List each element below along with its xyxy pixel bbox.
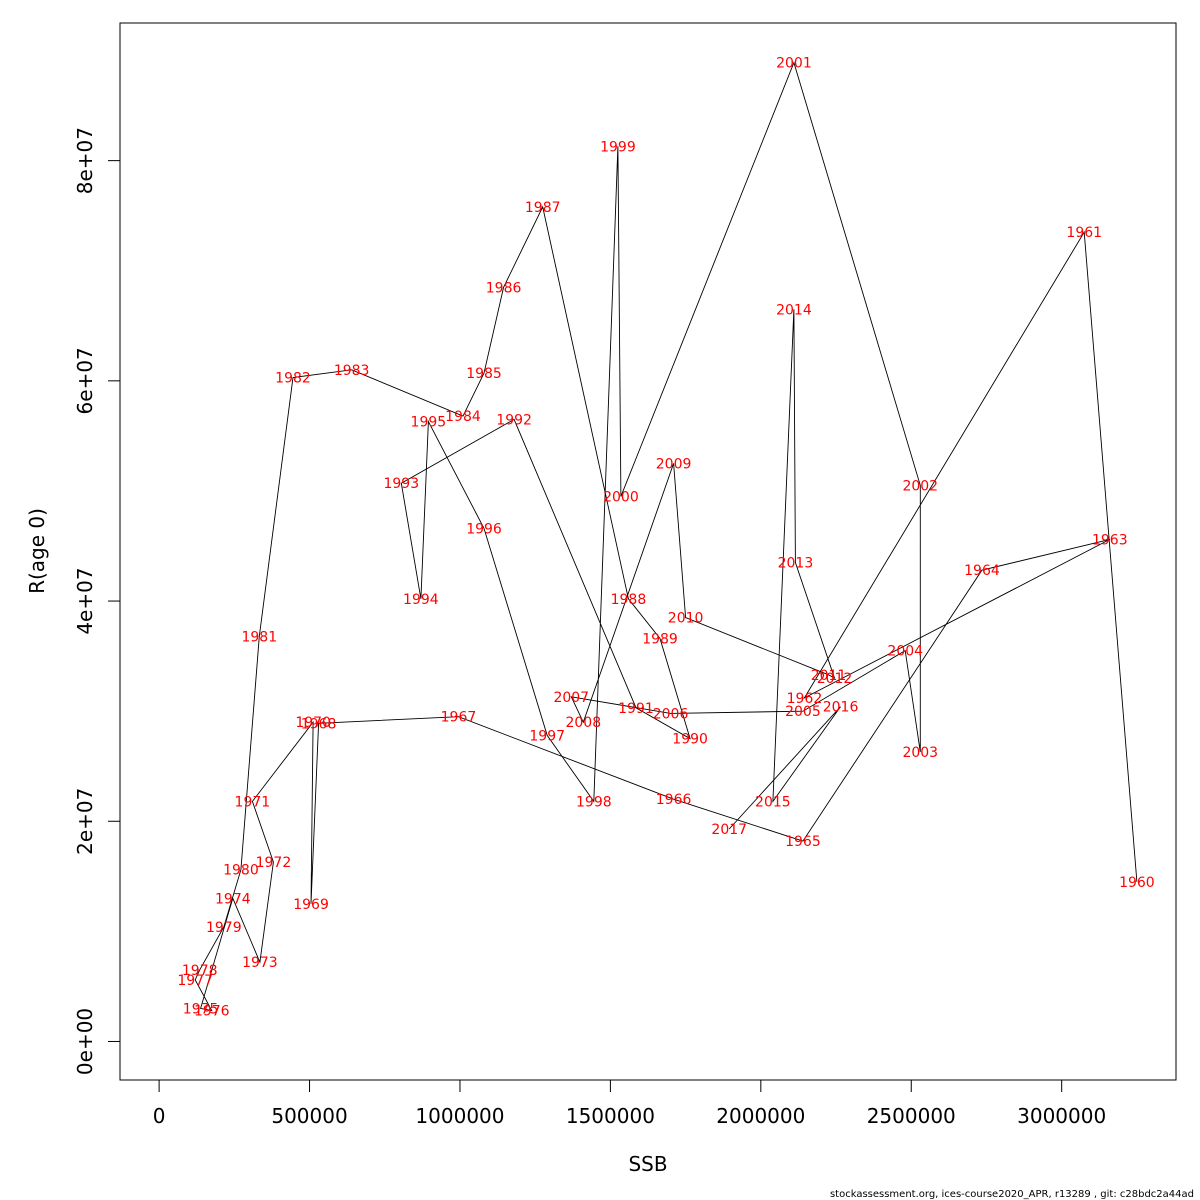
point-label-2017: 2017 bbox=[711, 822, 747, 838]
y-tick-label: 6e+07 bbox=[73, 347, 97, 414]
point-label-1972: 1972 bbox=[256, 855, 292, 871]
point-label-2000: 2000 bbox=[603, 489, 639, 505]
y-tick-label: 8e+07 bbox=[73, 127, 97, 194]
x-tick-label: 1000000 bbox=[415, 1104, 504, 1128]
point-label-2004: 2004 bbox=[887, 644, 923, 660]
point-label-2008: 2008 bbox=[565, 715, 601, 731]
point-label-1973: 1973 bbox=[242, 955, 278, 971]
point-label-2006: 2006 bbox=[653, 706, 689, 722]
point-label-1994: 1994 bbox=[403, 592, 439, 608]
point-label-1970: 1970 bbox=[295, 715, 331, 731]
point-label-1971: 1971 bbox=[235, 794, 271, 810]
point-label-1985: 1985 bbox=[466, 366, 502, 382]
point-label-1964: 1964 bbox=[964, 563, 1000, 579]
point-label-1978: 1978 bbox=[182, 963, 218, 979]
point-label-1992: 1992 bbox=[496, 412, 532, 428]
y-axis: 0e+00 2e+07 4e+07 6e+07 8e+07 bbox=[73, 127, 121, 1075]
point-label-1993: 1993 bbox=[383, 476, 419, 492]
x-tick-label: 3000000 bbox=[1017, 1104, 1106, 1128]
x-tick-label: 2000000 bbox=[716, 1104, 805, 1128]
point-label-2015: 2015 bbox=[755, 794, 791, 810]
point-label-2010: 2010 bbox=[668, 611, 704, 627]
x-tick-label: 2500000 bbox=[867, 1104, 956, 1128]
point-label-2016: 2016 bbox=[823, 700, 859, 716]
x-tick-label: 0 bbox=[153, 1104, 166, 1128]
point-label-2013: 2013 bbox=[778, 556, 814, 572]
point-label-1987: 1987 bbox=[525, 200, 561, 216]
point-label-1965: 1965 bbox=[785, 834, 821, 850]
point-label-1967: 1967 bbox=[441, 710, 477, 726]
point-label-2012: 2012 bbox=[817, 671, 853, 687]
point-label-1997: 1997 bbox=[529, 728, 565, 744]
point-label-1982: 1982 bbox=[275, 371, 311, 387]
point-label-2001: 2001 bbox=[776, 56, 812, 72]
point-label-1986: 1986 bbox=[486, 280, 522, 296]
point-label-1984: 1984 bbox=[445, 409, 481, 425]
point-label-1990: 1990 bbox=[672, 732, 708, 748]
point-label-1961: 1961 bbox=[1066, 225, 1102, 241]
point-label-1999: 1999 bbox=[600, 139, 636, 155]
point-label-1963: 1963 bbox=[1092, 532, 1128, 548]
point-label-1981: 1981 bbox=[241, 629, 277, 645]
point-label-1976: 1976 bbox=[194, 1004, 230, 1020]
x-tick-label: 1500000 bbox=[566, 1104, 655, 1128]
y-tick-label: 2e+07 bbox=[73, 788, 97, 855]
point-label-1969: 1969 bbox=[293, 897, 329, 913]
point-label-2002: 2002 bbox=[902, 478, 938, 494]
trajectory bbox=[194, 61, 1138, 1012]
point-label-1980: 1980 bbox=[223, 863, 259, 879]
point-label-1991: 1991 bbox=[618, 701, 654, 717]
footer-credit: stockassessment.org, ices-course2020_APR… bbox=[830, 1189, 1194, 1200]
point-label-2009: 2009 bbox=[656, 456, 692, 472]
plot-frame bbox=[119, 22, 1177, 1081]
point-label-1989: 1989 bbox=[642, 631, 678, 647]
point-label-1996: 1996 bbox=[466, 521, 502, 537]
point-label-2005: 2005 bbox=[785, 704, 821, 720]
y-tick-label: 4e+07 bbox=[73, 567, 97, 634]
y-axis-title: R(age 0) bbox=[25, 508, 49, 594]
point-label-1962: 1962 bbox=[787, 691, 823, 707]
point-label-1974: 1974 bbox=[215, 891, 251, 907]
x-tick-label: 500000 bbox=[271, 1104, 347, 1128]
point-label-1995: 1995 bbox=[411, 415, 447, 431]
point-label-1975: 1975 bbox=[183, 1001, 219, 1017]
point-label-1998: 1998 bbox=[576, 794, 612, 810]
x-axis-title: SSB bbox=[628, 1152, 667, 1176]
point-label-1977: 1977 bbox=[177, 973, 213, 989]
point-label-1968: 1968 bbox=[301, 716, 337, 732]
x-axis: 0 500000 1000000 1500000 2000000 2500000 30000… bbox=[153, 1079, 1106, 1128]
trajectory-line bbox=[194, 61, 1138, 1012]
point-label-1979: 1979 bbox=[206, 920, 242, 936]
point-label-2014: 2014 bbox=[776, 302, 812, 318]
point-label-1960: 1960 bbox=[1119, 875, 1155, 891]
point-label-1983: 1983 bbox=[334, 363, 370, 379]
point-label-2011: 2011 bbox=[811, 668, 847, 684]
point-label-1966: 1966 bbox=[656, 792, 692, 808]
point-label-1988: 1988 bbox=[611, 592, 647, 608]
point-label-2007: 2007 bbox=[553, 690, 589, 706]
point-label-2003: 2003 bbox=[902, 745, 938, 761]
year-labels: 1960 1961 1962 1963 1964 1965 1966 1967 1968 1969… bbox=[177, 56, 1154, 1020]
y-tick-label: 0e+00 bbox=[73, 1008, 97, 1075]
